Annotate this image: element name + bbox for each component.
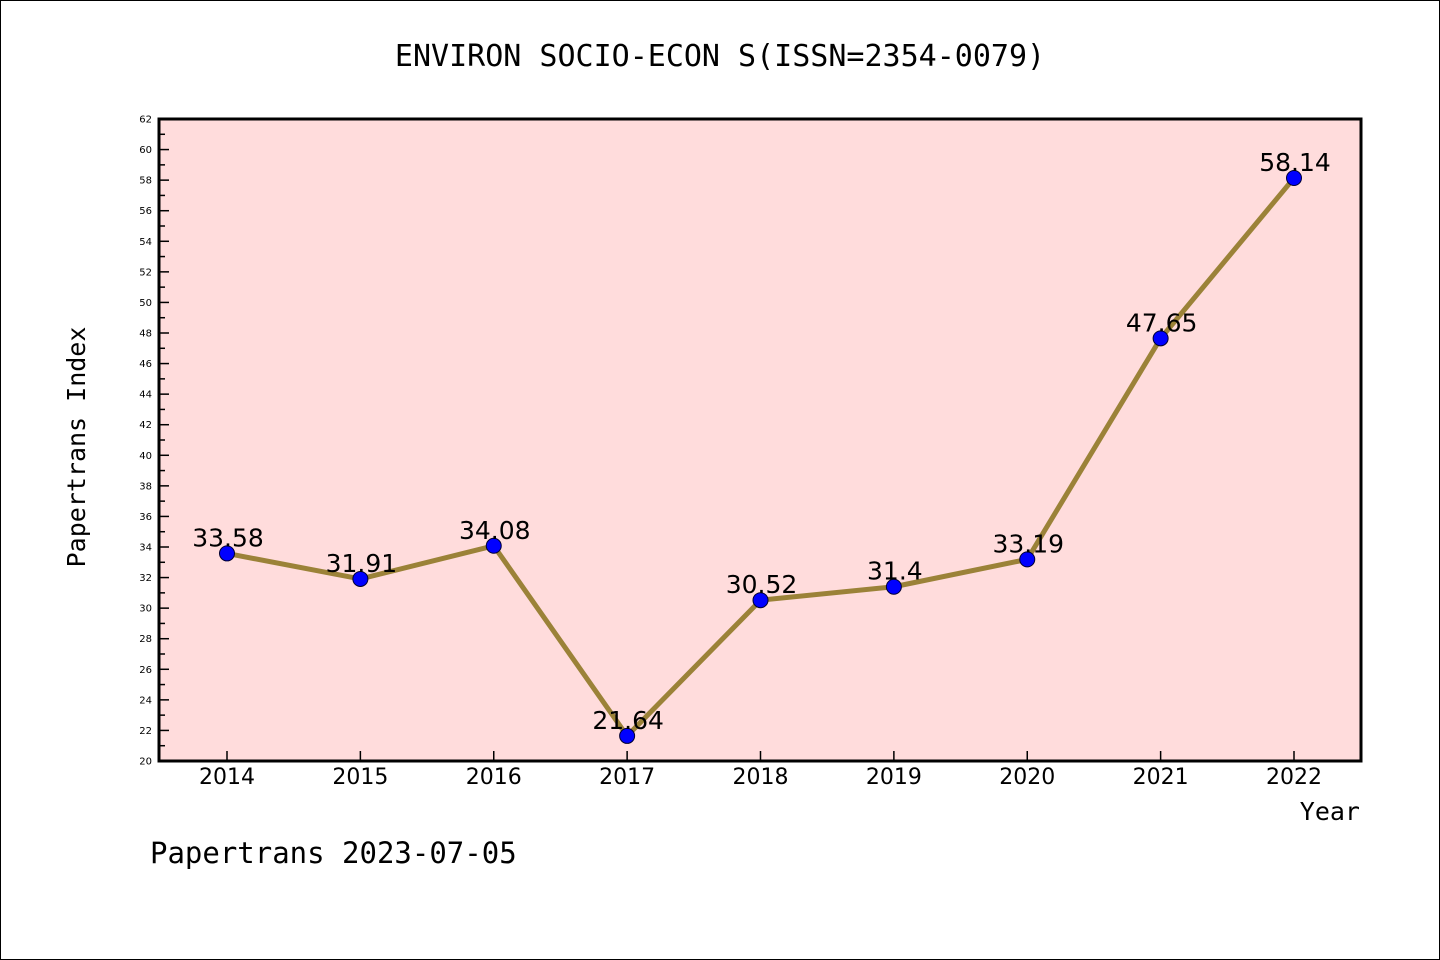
x-tick-label: 2019 [866, 765, 922, 790]
y-tick-label: 20 [139, 757, 152, 768]
y-tick-label: 24 [139, 695, 152, 706]
y-tick-label: 50 [139, 298, 152, 309]
data-label: 31.4 [867, 557, 923, 586]
x-axis-ticks: 2014 2015 2016 2017 2018 2019 2020 2021 2022 [199, 751, 1322, 790]
data-point [619, 727, 636, 744]
data-point [352, 570, 369, 587]
y-tick-label: 44 [139, 390, 152, 401]
y-tick-label: 46 [139, 359, 152, 370]
x-tick-label: 2022 [1266, 765, 1322, 790]
chart-title: ENVIRON SOCIO-ECON S(ISSN=2354-0079) [395, 39, 1045, 74]
data-markers [219, 170, 1302, 744]
y-tick-label: 58 [139, 176, 152, 187]
plot-area [157, 117, 1363, 763]
x-axis-label: Year [1300, 797, 1360, 826]
footer-text: Papertrans 2023-07-05 [150, 836, 517, 870]
data-label: 30.52 [726, 570, 798, 599]
y-tick-label: 62 [139, 115, 152, 126]
y-tick-label: 22 [139, 726, 152, 737]
y-axis-label: Papertrans Index [62, 327, 91, 568]
data-label: 33.58 [192, 523, 264, 552]
data-label: 31.91 [326, 549, 398, 578]
y-tick-label: 26 [139, 665, 152, 676]
y-tick-label: 60 [139, 145, 152, 156]
y-tick-label: 32 [139, 573, 152, 584]
y-tick-label: 34 [139, 543, 152, 554]
x-tick-label: 2018 [733, 765, 789, 790]
y-tick-label: 40 [139, 451, 152, 462]
data-point [219, 545, 235, 562]
x-tick-label: 2020 [999, 765, 1055, 790]
data-point [1152, 330, 1169, 347]
data-label: 58.14 [1259, 148, 1331, 177]
y-tick-label: 30 [139, 604, 152, 615]
data-point [485, 537, 502, 554]
data-point [752, 592, 769, 609]
y-tick-label: 42 [139, 420, 152, 431]
x-tick-label: 2015 [332, 765, 388, 790]
y-tick-label: 28 [139, 634, 152, 645]
data-point [885, 578, 902, 595]
data-point [1286, 170, 1302, 187]
data-labels: 33.58 31.91 34.08 21.64 30.52 31.4 33.19 47.65 5… [192, 148, 1331, 735]
y-tick-label: 56 [139, 206, 152, 217]
data-label: 47.65 [1126, 308, 1198, 337]
data-label: 33.19 [992, 529, 1064, 558]
x-tick-label: 2014 [199, 765, 255, 790]
y-tick-label: 52 [139, 267, 152, 278]
y-tick-label: 48 [139, 329, 152, 340]
x-tick-label: 2016 [466, 765, 522, 790]
data-point [1019, 551, 1036, 568]
data-label: 21.64 [592, 706, 664, 735]
y-tick-label: 38 [139, 481, 152, 492]
y-axis-ticks: 20 22 24 26 28 30 32 34 36 38 40 42 44 46 48 50 52 54 56 58… [139, 115, 169, 768]
data-label: 34.08 [459, 516, 531, 545]
y-tick-label: 36 [139, 512, 152, 523]
y-tick-label: 54 [139, 237, 152, 248]
x-tick-label: 2021 [1133, 765, 1189, 790]
x-tick-label: 2017 [599, 765, 655, 790]
